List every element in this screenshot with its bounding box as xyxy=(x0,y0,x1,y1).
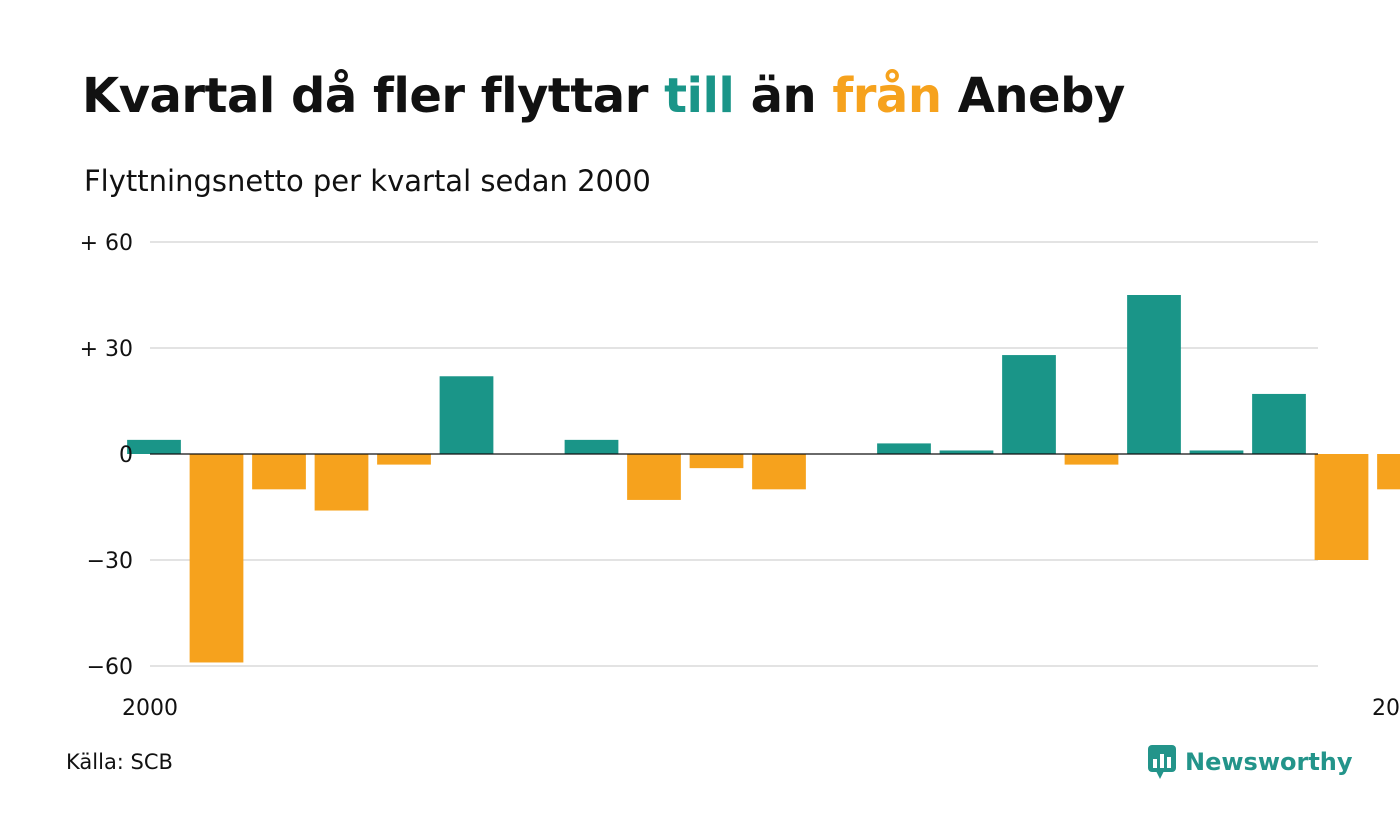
x-axis-ticks: 20002005201020152020 xyxy=(122,696,1400,721)
title-highlight-fran: från xyxy=(832,68,942,124)
y-tick-label: + 30 xyxy=(80,337,133,362)
bar xyxy=(1314,454,1369,560)
x-tick-label: 2000 xyxy=(122,696,178,721)
bar xyxy=(314,454,369,511)
newsworthy-logo: Newsworthy xyxy=(1147,742,1353,782)
bar xyxy=(1189,450,1244,454)
bar xyxy=(1377,454,1400,490)
bar xyxy=(1127,295,1181,454)
title-highlight-till: till xyxy=(664,68,735,124)
bar xyxy=(377,454,431,465)
y-tick-label: −30 xyxy=(87,549,133,574)
y-tick-label: −60 xyxy=(87,655,133,680)
bars xyxy=(127,295,1400,663)
bar xyxy=(627,454,681,500)
grid-lines xyxy=(150,241,1318,667)
bar xyxy=(1252,393,1306,454)
brand-name: Newsworthy xyxy=(1185,748,1353,776)
chart-title: Kvartal då fler flyttar till än från Ane… xyxy=(82,68,1125,124)
bar xyxy=(127,439,181,454)
bar xyxy=(439,376,494,454)
bar xyxy=(877,443,931,454)
newsworthy-chart-bubble-icon xyxy=(1148,745,1176,779)
title-part-3: än xyxy=(734,68,833,124)
bar xyxy=(689,454,744,469)
y-tick-label: 0 xyxy=(119,443,133,468)
source-note: Källa: SCB xyxy=(66,750,173,774)
chart-subtitle: Flyttningsnetto per kvartal sedan 2000 xyxy=(84,164,651,198)
title-part-5: Aneby xyxy=(941,68,1126,124)
bar xyxy=(1002,355,1056,454)
x-tick-label: 2005 xyxy=(1372,696,1400,721)
bar xyxy=(1064,454,1119,465)
bar xyxy=(252,454,306,490)
bar xyxy=(939,450,994,454)
bar xyxy=(189,454,244,663)
bar xyxy=(752,454,806,490)
y-axis-ticks: + 60 + 30 0 −30 −60 xyxy=(80,231,133,680)
title-part-1: Kvartal då fler flyttar xyxy=(82,68,665,124)
bar xyxy=(564,439,619,454)
y-tick-label: + 60 xyxy=(80,231,133,256)
